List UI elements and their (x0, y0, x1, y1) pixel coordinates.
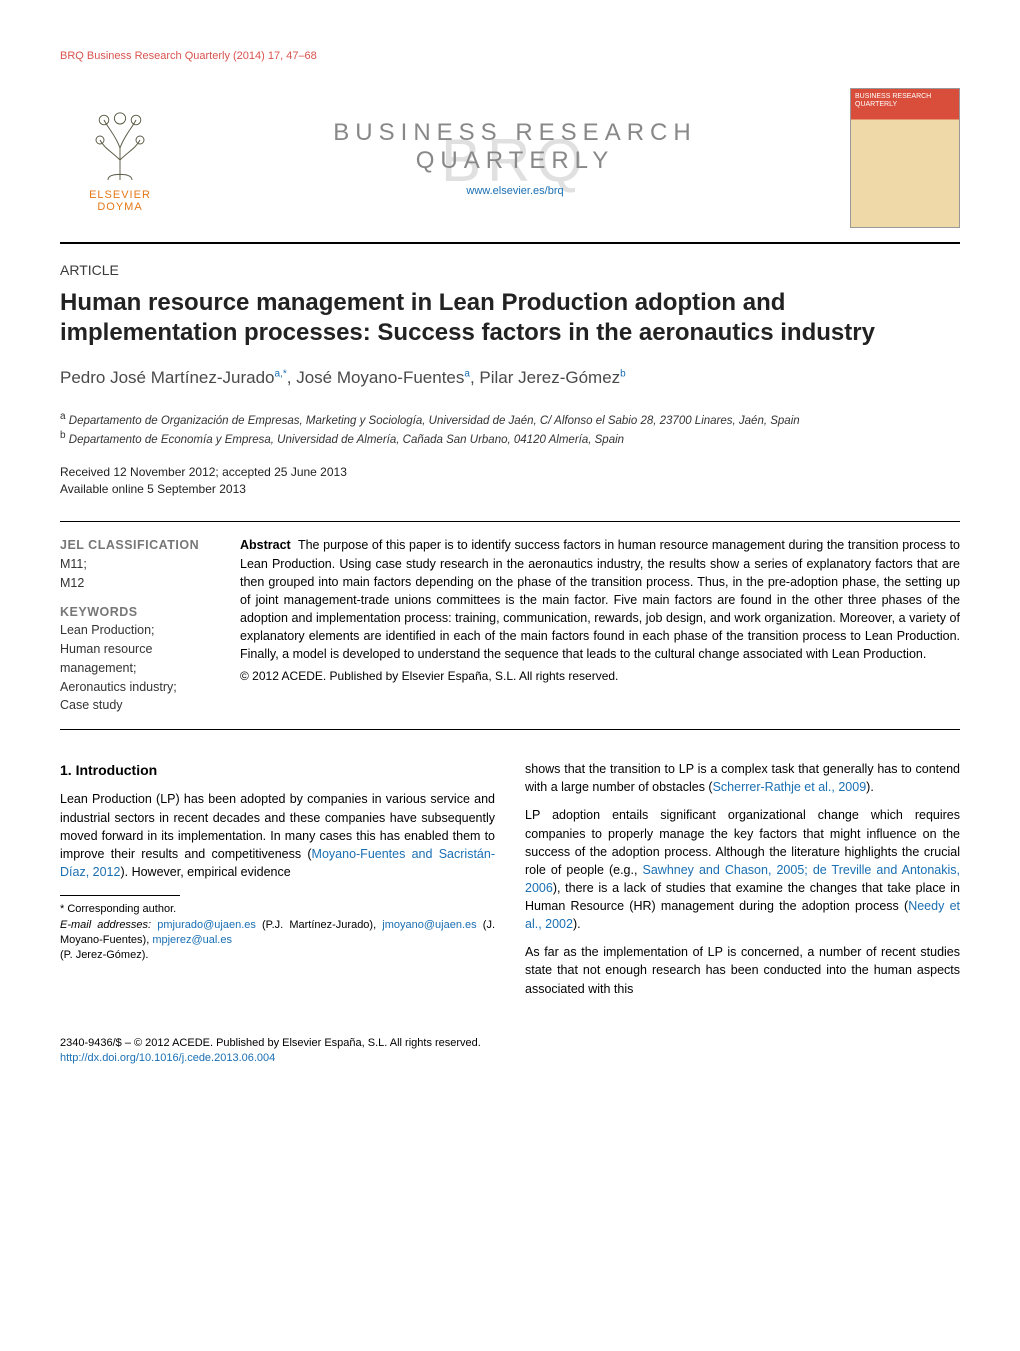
author-sup: b (620, 368, 626, 379)
body-columns: 1. Introduction Lean Production (LP) has… (60, 760, 960, 1008)
article-dates: Received 12 November 2012; accepted 25 J… (60, 464, 960, 498)
dates-online: Available online 5 September 2013 (60, 481, 960, 498)
author-sup: a,* (275, 368, 287, 379)
publisher-name: ELSEVIER DOYMA (89, 189, 151, 213)
email-link[interactable]: jmoyano@ujaen.es (382, 919, 476, 931)
email-link[interactable]: mpjerez@ual.es (152, 934, 232, 946)
publisher-logo: ELSEVIER DOYMA (60, 104, 180, 213)
body-text: ), there is a lack of studies that exami… (525, 881, 960, 913)
affiliation-sup: b (60, 430, 66, 441)
abstract-body: The purpose of this paper is to identify… (240, 538, 960, 661)
doi-link[interactable]: http://dx.doi.org/10.1016/j.cede.2013.06… (60, 1052, 275, 1064)
journal-url-link[interactable]: www.elsevier.es/brq (200, 185, 830, 197)
abstract-main: Abstract The purpose of this paper is to… (240, 521, 960, 729)
publisher-name-1: ELSEVIER (89, 189, 151, 201)
cover-thumb-title: BUSINESS RESEARCH QUARTERLY (855, 93, 955, 108)
footnotes: * Corresponding author. E-mail addresses… (60, 902, 495, 964)
jel-head: JEL CLASSIFICATION (60, 536, 228, 555)
page-footer: 2340-9436/$ – © 2012 ACEDE. Published by… (60, 1036, 960, 1067)
keywords-head: KEYWORDS (60, 603, 228, 622)
page: BRQ Business Research Quarterly (2014) 1… (0, 0, 1020, 1106)
author-name: Pilar Jerez-Gómez (479, 368, 620, 387)
affiliation: b Departamento de Economía y Empresa, Un… (60, 429, 960, 448)
body-paragraph: As far as the implementation of LP is co… (525, 943, 960, 997)
citation-link[interactable]: Scherrer-Rathje et al., 2009 (713, 780, 867, 794)
jel-code: M11; (60, 555, 228, 574)
body-paragraph: shows that the transition to LP is a com… (525, 760, 960, 796)
abstract-text: Abstract The purpose of this paper is to… (240, 536, 960, 663)
author-name: Pedro José Martínez-Jurado (60, 368, 275, 387)
corresponding-note: * Corresponding author. (60, 902, 495, 917)
abstract-band: JEL CLASSIFICATION M11; M12 KEYWORDS Lea… (60, 521, 960, 730)
affiliation: a Departamento de Organización de Empres… (60, 410, 960, 429)
body-text: As far as the implementation of LP is co… (525, 945, 960, 995)
author-name: José Moyano-Fuentes (296, 368, 464, 387)
jel-code: M12 (60, 574, 228, 593)
keyword: Aeronautics industry; (60, 678, 228, 697)
section-heading-intro: 1. Introduction (60, 760, 495, 780)
emails-label: E-mail addresses: (60, 919, 151, 931)
affiliation-text: Departamento de Economía y Empresa, Univ… (69, 434, 624, 446)
body-text: ). (573, 917, 581, 931)
abstract-copyright: © 2012 ACEDE. Published by Elsevier Espa… (240, 669, 960, 683)
dates-received: Received 12 November 2012; accepted 25 J… (60, 464, 960, 481)
body-text: ). However, empirical evidence (120, 865, 290, 879)
elsevier-tree-icon (80, 104, 160, 187)
keyword: Lean Production; (60, 621, 228, 640)
footnote-rule (60, 895, 180, 896)
publisher-name-2: DOYMA (97, 201, 142, 213)
keyword: Case study (60, 696, 228, 715)
journal-title-line2: QUARTERLY (200, 147, 830, 175)
body-text: ). (866, 780, 874, 794)
footer-issn: 2340-9436/$ – © 2012 ACEDE. Published by… (60, 1036, 960, 1051)
keyword: Human resource management; (60, 640, 228, 678)
email-link[interactable]: pmjurado@ujaen.es (157, 919, 256, 931)
article-kicker: ARTICLE (60, 262, 960, 278)
journal-title-line1: BUSINESS RESEARCH (200, 119, 830, 147)
running-head: BRQ Business Research Quarterly (2014) 1… (60, 50, 960, 62)
emails-line: E-mail addresses: pmjurado@ujaen.es (P.J… (60, 918, 495, 964)
article-title: Human resource management in Lean Produc… (60, 288, 960, 348)
body-paragraph: Lean Production (LP) has been adopted by… (60, 790, 495, 881)
journal-header: ELSEVIER DOYMA BRQ BUSINESS RESEARCH QUA… (60, 80, 960, 244)
authors-line: Pedro José Martínez-Juradoa,*, José Moya… (60, 368, 960, 388)
journal-title-block: BRQ BUSINESS RESEARCH QUARTERLY www.else… (200, 119, 830, 197)
affiliation-text: Departamento de Organización de Empresas… (69, 415, 800, 427)
author-sup: a (464, 368, 470, 379)
affiliations: a Departamento de Organización de Empres… (60, 410, 960, 448)
email-who: (P. Jerez-Gómez). (60, 949, 148, 961)
abstract-sidebar: JEL CLASSIFICATION M11; M12 KEYWORDS Lea… (60, 522, 240, 729)
email-who: (P.J. Martínez-Jurado), (262, 919, 376, 931)
abstract-label: Abstract (240, 538, 291, 552)
body-paragraph: LP adoption entails significant organiza… (525, 806, 960, 933)
journal-cover-thumb: BUSINESS RESEARCH QUARTERLY (850, 88, 960, 228)
affiliation-sup: a (60, 411, 66, 422)
